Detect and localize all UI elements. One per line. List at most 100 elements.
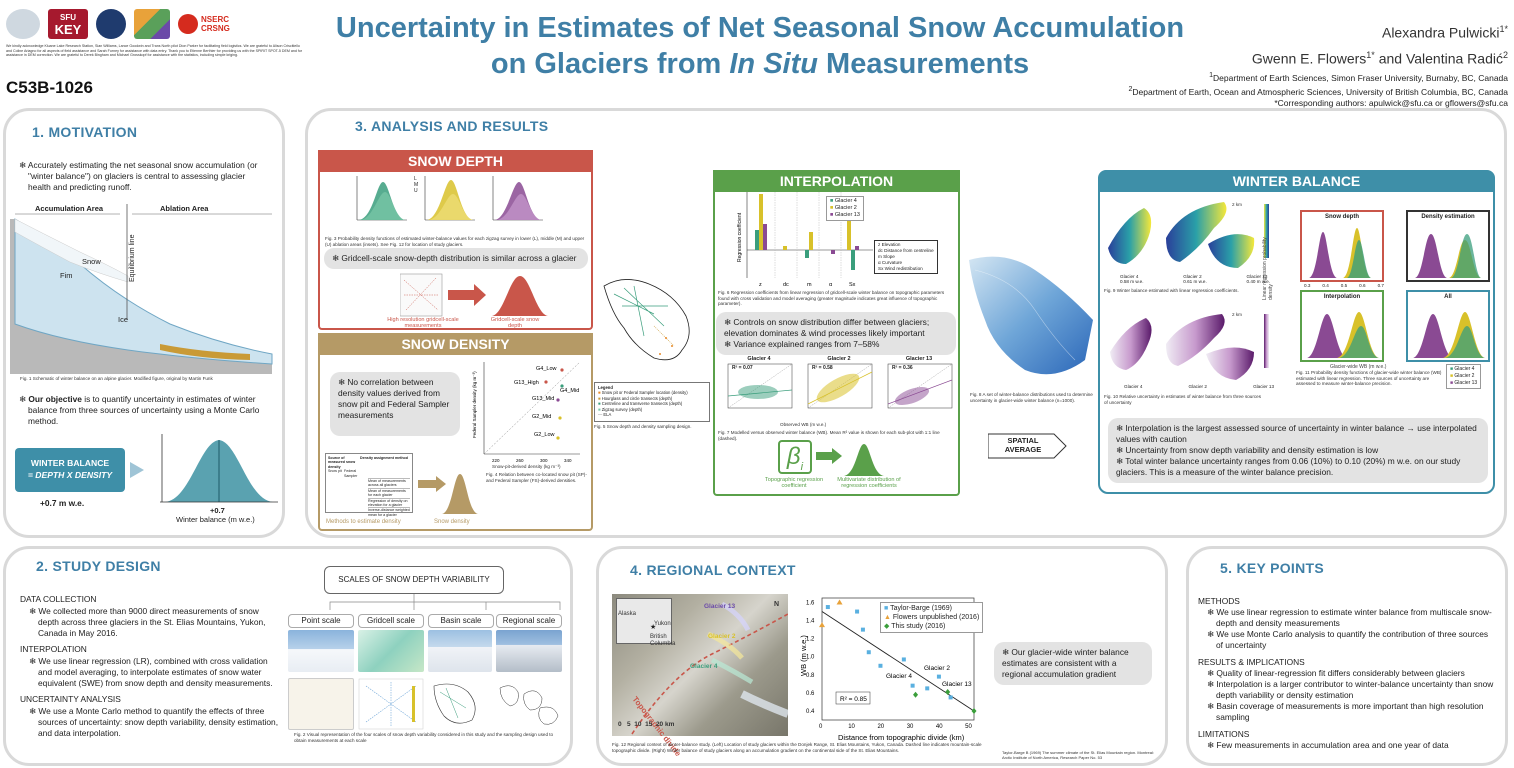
density-xaxis: Snow-pit-derived density (kg m⁻³)	[492, 464, 561, 469]
motivation-bullet: ❄ Accurately estimating the net seasonal…	[19, 160, 258, 192]
pdf-glacier2	[424, 176, 475, 221]
pdf-glacier13	[492, 176, 543, 221]
wb-equation-box: WINTER BALANCE = DEPTH X DENSITY	[15, 448, 125, 492]
snow-density-finding: ❄ No correlation between density values …	[330, 372, 460, 436]
interpolation-banner: INTERPOLATION	[713, 170, 960, 192]
density-arrow-icon	[418, 480, 436, 488]
density-scatter: G4_Low G13_High G4_Mid G13_Mid G2_Mid G2…	[472, 361, 581, 463]
beta-left-label: Topographic regression coefficient	[764, 477, 824, 489]
svg-text:G2_Mid: G2_Mid	[532, 414, 551, 420]
legend-item: ◆ This study (2016)	[884, 623, 946, 630]
dist-axis-label: Winter balance (m w.e.)	[176, 515, 255, 524]
svg-text:300: 300	[540, 458, 548, 463]
density-point: G13_High	[514, 380, 548, 386]
label-glacier13: Glacier 13	[942, 681, 972, 688]
motivation-title: 1. MOTIVATION	[32, 124, 138, 140]
snow-depth-banner: SNOW DEPTH	[318, 150, 593, 172]
fim-label: Fim	[60, 271, 73, 280]
pdf-glacier4	[356, 176, 407, 221]
regional-ylabel: WB (m w.e.)	[799, 635, 808, 676]
wb-findings: ❄ Interpolation is the largest assessed …	[1108, 418, 1488, 483]
mountain-logo	[134, 9, 170, 39]
fig2-caption: Fig. 2 Visual representation of the four…	[294, 732, 554, 743]
wb-box-all: All	[1406, 290, 1490, 362]
density-bottom-left: Methods to estimate density	[326, 519, 401, 525]
basin-scale-photo	[428, 630, 492, 672]
scatter-xlabel: Observed WB (m w.e.)	[780, 422, 827, 427]
y-tick-label: 0.8	[806, 673, 815, 679]
logo-bar: SFU KEY NSERC CRSNG	[6, 6, 296, 42]
label-glacier2: Glacier 2	[924, 665, 950, 672]
poster-title: Uncertainty in Estimates of Net Seasonal…	[335, 12, 1185, 80]
legend-item: ■ Hourglass and circle transects (depth)	[598, 395, 673, 401]
data-point	[910, 683, 915, 688]
svg-text:G2_Low: G2_Low	[534, 432, 555, 438]
fig1-caption: Fig. 1 Schematic of winter balance on an…	[20, 376, 213, 381]
wb-distribution	[160, 434, 278, 503]
key-points-title: 5. KEY POINTS	[1220, 560, 1325, 576]
legend-item: ■ Glacier 13	[1450, 380, 1478, 386]
x-tick-label: 50	[965, 724, 972, 730]
snow-density-banner: SNOW DENSITY	[318, 333, 593, 355]
fig12-caption: Fig. 12 Regional context of winter-balan…	[612, 742, 982, 753]
scale-regional: Regional scale	[496, 614, 562, 628]
wb-box-xlabel: Glacier-wide WB (m w.e.)	[1330, 364, 1387, 370]
param-legend: z Elevation dc Distance from centreline m …	[874, 240, 938, 274]
spatial-average-arrow: SPATIAL AVERAGE	[988, 432, 1068, 460]
scales-bracket	[329, 594, 561, 610]
glacier-schematic: Accumulation Area Ablation Area Snow Fim…	[10, 204, 280, 374]
wb-box-snow-depth: Snow depth	[1300, 210, 1384, 282]
nserc-logo: NSERC CRSNG	[178, 9, 258, 39]
map-glacier13: Glacier 13	[704, 603, 736, 610]
svg-text:220: 220	[492, 458, 500, 463]
seal-logo	[96, 9, 126, 39]
wb-legend: ■ Glacier 4 ■ Glacier 2 ■ Glacier 13	[1446, 364, 1482, 389]
wb-box-density: Density estimation	[1406, 210, 1490, 282]
data-point	[866, 650, 871, 655]
y-tick-label: 1.6	[806, 601, 815, 607]
density-point: G4_Mid	[560, 384, 579, 394]
svg-text:α: α	[829, 282, 833, 288]
wb-box-xticks: 0.3 0.4 0.5 0.6 0.7	[1304, 283, 1384, 288]
regional-map	[612, 594, 788, 736]
study-design-text: DATA COLLECTION ❄ We collected more than…	[20, 594, 279, 738]
density-point: G2_Mid	[532, 414, 562, 420]
snow-depth-finding: ❄ Gridcell-scale snow-depth distribution…	[324, 248, 588, 269]
fig10-glacier-labels: Glacier 4 Glacier 2 Glacier 13	[1124, 384, 1274, 389]
label-glacier4: Glacier 4	[886, 673, 912, 680]
dist-value: +0.7	[210, 506, 225, 515]
wb-map-fig10	[1110, 314, 1269, 380]
map-glacier2: Glacier 2	[708, 633, 736, 640]
scale-basin: Basin scale	[428, 614, 494, 628]
sfu-logo: SFU KEY	[48, 9, 88, 39]
data-point	[948, 695, 953, 700]
taylor-reference: Taylor-Barge B (1969) The summer climate…	[1002, 750, 1154, 760]
fig5-caption: Fig. 5 Snow depth and density sampling d…	[594, 424, 692, 429]
legend-item: — ELA	[598, 412, 612, 418]
map-bc: British Columbia	[650, 634, 676, 647]
gridcell-scale-photo	[358, 630, 424, 672]
regional-xlabel: Distance from topographic divide (km)	[838, 733, 965, 742]
authors: Alexandra Pulwicki1* Gwenn E. Flowers1* …	[1251, 24, 1508, 67]
fig7-caption: Fig. 7 Modelled versus observed winter b…	[718, 430, 940, 441]
y-tick-label: 0.4	[806, 709, 815, 715]
data-point	[860, 627, 865, 632]
map-glacier4: Glacier 4	[690, 663, 718, 670]
regional-finding: ❄ Our glacier-wide winter balance estima…	[994, 642, 1152, 685]
svg-text:G13_Mid: G13_Mid	[532, 396, 554, 402]
data-point	[836, 599, 843, 605]
trend-line	[821, 611, 975, 712]
data-point	[913, 691, 919, 698]
wb-box-ylabel: Linear regression probability density	[1262, 237, 1274, 300]
beta-box: βi	[778, 440, 812, 474]
interp-arrow-icon	[816, 452, 832, 460]
snow-label: Snow	[82, 257, 101, 266]
legend-item: ■ Glacier 4	[830, 198, 857, 204]
scatter-glacier13: Glacier 13 R² = 0.36	[882, 356, 956, 422]
svg-text:Sx: Sx	[849, 282, 856, 288]
ablation-label: Ablation Area	[160, 204, 209, 213]
legend-item: ■ Centreline and transverse transects (d…	[598, 401, 683, 407]
basin-scale-map	[433, 683, 476, 724]
regression-coef-chart: z dc m α Sx Regression coefficient	[737, 192, 873, 288]
regional-scale-photo	[496, 630, 562, 672]
